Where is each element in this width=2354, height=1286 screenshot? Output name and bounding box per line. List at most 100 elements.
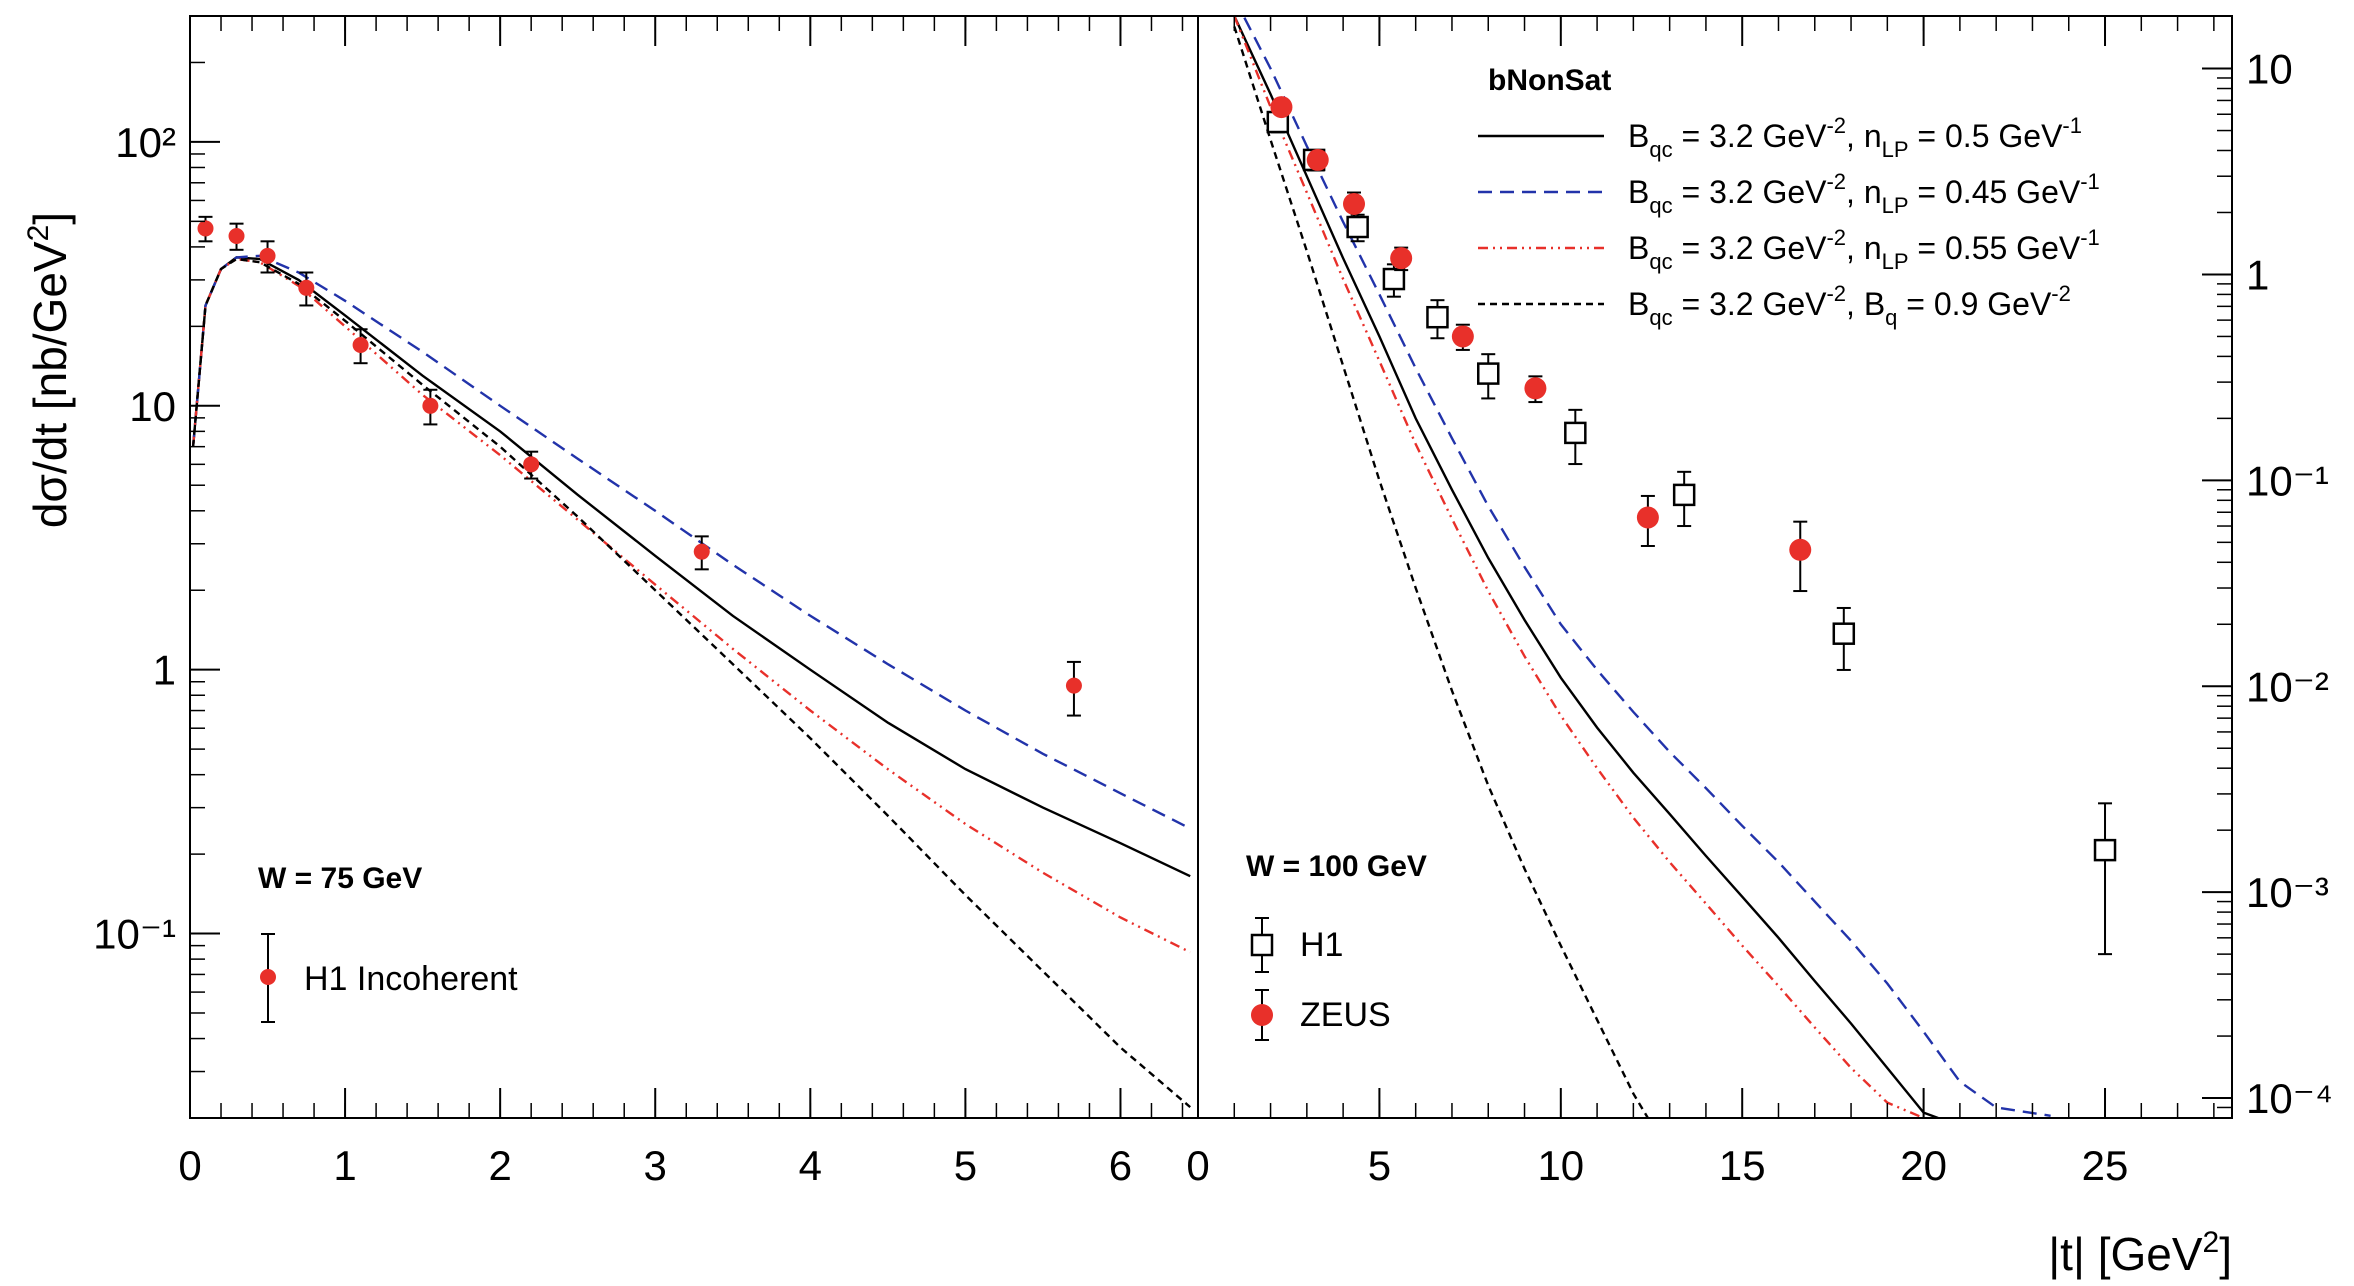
left-curve-1 xyxy=(191,256,1191,878)
y-tick-label: 10⁻¹ xyxy=(2246,457,2329,504)
data-point xyxy=(352,328,369,365)
data-point xyxy=(1346,213,1369,243)
left-curve-2 xyxy=(191,254,1191,830)
zeus-marker xyxy=(1306,148,1329,171)
data-point xyxy=(1636,494,1659,547)
model-legend-text-part: = 3.2 GeV xyxy=(1673,230,1828,266)
x-tick-label: 1 xyxy=(333,1142,356,1189)
left-panel: 0 1 2 3 4 5 6 10⁻¹ 1 10 10² xyxy=(93,15,1191,1189)
h1-marker xyxy=(1426,305,1449,329)
right-curve-4 xyxy=(1233,26,1649,1118)
model-legend: bNonSat Bqc = 3.2 GeV-2, nLP = 0.5 GeV-1… xyxy=(1478,64,2100,330)
plot-frame xyxy=(189,15,2233,1119)
x-tick-label: 0 xyxy=(1186,1142,1209,1189)
x-tick-label: 5 xyxy=(954,1142,977,1189)
model-legend-text-part: B xyxy=(1628,118,1649,154)
data-point xyxy=(228,222,245,251)
model-legend-text-part: = 0.9 GeV xyxy=(1897,286,2052,322)
left-legend-marker xyxy=(260,969,276,985)
model-legend-text-part: -1 xyxy=(2062,113,2082,138)
h1-incoherent-marker xyxy=(228,227,245,244)
h1-incoherent-marker xyxy=(352,336,369,353)
data-point xyxy=(1789,520,1812,593)
y-tick-label: 10⁻¹ xyxy=(93,911,176,958)
model-legend-text-part: LP xyxy=(1882,193,1909,218)
left-curve-4 xyxy=(191,257,1191,1109)
h1-marker xyxy=(1382,267,1406,291)
y-tick-label: 10 xyxy=(129,383,176,430)
model-legend-text-part: , n xyxy=(1846,174,1882,210)
h1-incoherent-marker xyxy=(523,456,540,473)
left-curve-3 xyxy=(191,257,1191,954)
data-point xyxy=(1343,191,1366,219)
model-legend-text-part: , n xyxy=(1846,118,1882,154)
model-legend-text-part: q xyxy=(1885,305,1897,330)
right-panel-title: W = 100 GeV xyxy=(1246,850,1427,883)
model-legend-text-part: qc xyxy=(1649,193,1672,218)
model-legend-label-1: Bqc = 3.2 GeV-2, nLP = 0.5 GeV-1 xyxy=(1628,113,2082,162)
model-legend-text-part: , n xyxy=(1846,230,1882,266)
y-tick-label: 1 xyxy=(153,647,176,694)
h1-incoherent-marker xyxy=(259,247,276,264)
right-panel: 0 5 10 15 20 25 10⁻⁴ 10⁻³ 10⁻² 10⁻¹ 1 10 xyxy=(1186,16,2333,1189)
model-legend-text-part: , B xyxy=(1846,286,1885,322)
x-tick-label: 6 xyxy=(1109,1142,1132,1189)
x-tick-label: 3 xyxy=(644,1142,667,1189)
x-tick-label: 15 xyxy=(1719,1142,1766,1189)
y-tick-label: 1 xyxy=(2246,251,2269,298)
x-axis-title-suffix: ] xyxy=(2219,1228,2232,1280)
zeus-marker xyxy=(1451,325,1474,348)
y-axis-title-suffix: ] xyxy=(24,212,76,225)
h1-marker xyxy=(2093,838,2117,862)
h1-marker xyxy=(1672,483,1696,507)
right-legend-h1-marker xyxy=(1250,933,1274,957)
left-legend-label-h1-incoherent: H1 Incoherent xyxy=(304,960,518,998)
y-axis-title-sup: 2 xyxy=(22,225,55,242)
left-axes: 0 1 2 3 4 5 6 10⁻¹ 1 10 10² xyxy=(93,15,1184,1189)
left-data-points xyxy=(197,215,1082,717)
model-legend-text-part: qc xyxy=(1649,249,1672,274)
x-tick-label: 5 xyxy=(1368,1142,1391,1189)
y-tick-label: 10⁻⁴ xyxy=(2246,1075,2333,1122)
model-legend-text-part: -2 xyxy=(1826,281,1846,306)
data-point xyxy=(693,535,710,571)
data-point xyxy=(259,240,276,274)
data-point xyxy=(1065,660,1082,717)
right-legend-zeus-marker xyxy=(1251,1004,1273,1026)
zeus-marker xyxy=(1789,538,1812,561)
model-legend-text-part: qc xyxy=(1649,137,1672,162)
data-point xyxy=(1476,353,1500,400)
y-tick-label: 10² xyxy=(115,119,176,166)
x-tick-label: 0 xyxy=(178,1142,201,1189)
model-legend-text-part: -2 xyxy=(1826,225,1846,250)
right-legend-label-zeus: ZEUS xyxy=(1300,996,1391,1034)
h1-incoherent-marker xyxy=(1065,677,1082,694)
data-point xyxy=(1832,606,1856,671)
data-point xyxy=(422,388,439,426)
data-point xyxy=(1306,148,1329,172)
model-legend-text-part: = 0.5 GeV xyxy=(1909,118,2064,154)
data-point xyxy=(1672,470,1696,528)
data-point xyxy=(1390,246,1413,272)
right-axes: 0 5 10 15 20 25 10⁻⁴ 10⁻³ 10⁻² 10⁻¹ 1 10 xyxy=(1186,16,2333,1189)
right-curve-2 xyxy=(1242,16,2051,1117)
right-curves xyxy=(1233,16,2051,1118)
model-legend-text-part: B xyxy=(1628,174,1649,210)
model-legend-label-4: Bqc = 3.2 GeV-2, Bq = 0.9 GeV-2 xyxy=(1628,281,2071,330)
h1-incoherent-marker xyxy=(298,279,315,296)
model-legend-text-part: = 3.2 GeV xyxy=(1673,286,1828,322)
data-point xyxy=(197,215,214,243)
model-legend-text-part: -2 xyxy=(1826,169,1846,194)
x-tick-label: 20 xyxy=(1900,1142,1947,1189)
model-legend-title: bNonSat xyxy=(1488,64,1611,97)
model-legend-text-part: -2 xyxy=(1826,113,1846,138)
right-curve-1 xyxy=(1233,16,1939,1118)
y-tick-label: 10⁻³ xyxy=(2246,869,2329,916)
model-legend-label-3: Bqc = 3.2 GeV-2, nLP = 0.55 GeV-1 xyxy=(1628,225,2100,274)
h1-incoherent-marker xyxy=(693,543,710,560)
h1-marker xyxy=(1476,362,1500,385)
left-legend: H1 Incoherent xyxy=(260,933,518,1023)
zeus-marker xyxy=(1390,247,1413,270)
zeus-marker xyxy=(1636,506,1659,529)
x-tick-label: 25 xyxy=(2082,1142,2129,1189)
